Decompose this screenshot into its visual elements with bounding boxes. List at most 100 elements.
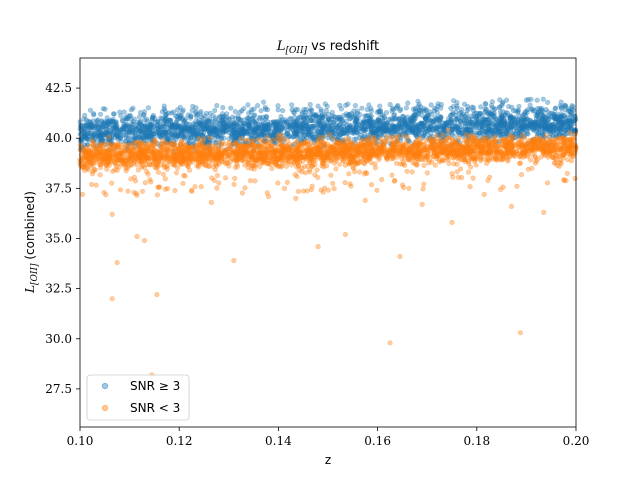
point-snr-high bbox=[496, 128, 502, 134]
point-snr-high bbox=[299, 121, 306, 127]
point-snr-high bbox=[568, 131, 574, 137]
point-snr-high bbox=[107, 127, 113, 133]
point-snr-high bbox=[418, 107, 424, 114]
point-snr-high bbox=[380, 120, 387, 127]
point-snr-low bbox=[238, 136, 244, 142]
point-snr-high bbox=[550, 128, 557, 134]
point-snr-high bbox=[454, 116, 461, 122]
point-snr-high bbox=[115, 136, 121, 142]
point-snr-high bbox=[411, 112, 417, 118]
point-snr-high bbox=[537, 105, 543, 111]
point-snr-high bbox=[159, 140, 165, 147]
point-snr-high bbox=[518, 116, 524, 123]
point-snr-high bbox=[385, 120, 391, 126]
point-snr-high bbox=[484, 127, 490, 133]
point-snr-high bbox=[221, 119, 227, 125]
point-snr-high bbox=[260, 118, 266, 124]
point-snr-high bbox=[509, 116, 515, 123]
point-snr-high bbox=[488, 121, 494, 127]
point-snr-low bbox=[516, 160, 523, 167]
point-snr-high bbox=[390, 129, 396, 135]
point-snr-low bbox=[106, 134, 112, 140]
point-snr-high bbox=[259, 128, 265, 134]
point-snr-high bbox=[96, 132, 102, 139]
point-snr-low bbox=[315, 140, 321, 146]
point-snr-high bbox=[202, 113, 208, 119]
point-snr-high bbox=[316, 135, 322, 141]
point-snr-low bbox=[117, 150, 123, 156]
point-snr-high bbox=[504, 124, 511, 130]
point-snr-high bbox=[370, 124, 376, 130]
point-snr-low bbox=[270, 137, 276, 143]
point-snr-high bbox=[470, 107, 477, 114]
point-snr-high bbox=[478, 122, 485, 128]
point-snr-high bbox=[265, 121, 271, 128]
point-snr-high bbox=[504, 133, 510, 139]
point-snr-high bbox=[363, 113, 369, 119]
point-snr-high bbox=[294, 131, 300, 137]
point-snr-high bbox=[292, 114, 298, 120]
point-snr-high bbox=[529, 106, 536, 112]
point-snr-high bbox=[401, 122, 407, 128]
point-snr-low bbox=[249, 150, 255, 156]
point-snr-high bbox=[163, 115, 169, 121]
point-snr-high bbox=[400, 118, 406, 124]
point-snr-high bbox=[497, 128, 503, 135]
point-snr-high bbox=[195, 129, 201, 136]
point-snr-low bbox=[195, 162, 202, 168]
point-snr-low bbox=[98, 161, 104, 167]
point-snr-high bbox=[260, 99, 267, 105]
point-snr-high bbox=[251, 128, 257, 134]
point-snr-high bbox=[489, 105, 496, 111]
point-snr-low bbox=[446, 160, 452, 167]
point-snr-high bbox=[390, 123, 396, 129]
point-snr-high bbox=[319, 124, 326, 130]
point-snr-high bbox=[206, 143, 213, 149]
point-snr-high bbox=[454, 103, 460, 109]
point-snr-high bbox=[169, 135, 176, 141]
point-snr-high bbox=[146, 124, 152, 130]
point-snr-high bbox=[337, 121, 344, 127]
point-snr-high bbox=[456, 140, 463, 146]
point-snr-high bbox=[558, 118, 565, 125]
point-snr-high bbox=[368, 117, 374, 124]
point-snr-high bbox=[484, 133, 490, 139]
point-snr-high bbox=[336, 116, 342, 123]
point-snr-high bbox=[181, 124, 187, 130]
point-snr-high bbox=[289, 102, 295, 108]
point-snr-high bbox=[346, 124, 352, 130]
point-snr-high bbox=[119, 125, 125, 131]
point-snr-high bbox=[125, 135, 132, 141]
point-snr-high bbox=[134, 135, 140, 142]
point-snr-high bbox=[536, 115, 542, 121]
point-snr-high bbox=[515, 118, 521, 124]
point-snr-high bbox=[145, 105, 151, 111]
point-snr-high bbox=[307, 101, 313, 108]
point-snr-high bbox=[232, 115, 238, 121]
point-snr-high bbox=[242, 128, 248, 134]
point-snr-high bbox=[313, 111, 319, 118]
point-snr-high bbox=[376, 120, 383, 126]
point-snr-high bbox=[165, 136, 171, 143]
point-snr-high bbox=[222, 124, 228, 131]
point-snr-high bbox=[483, 117, 489, 123]
point-snr-high bbox=[223, 124, 229, 130]
point-snr-high bbox=[306, 126, 312, 133]
point-snr-high bbox=[190, 130, 197, 137]
point-snr-high bbox=[388, 127, 394, 133]
point-snr-high bbox=[291, 141, 297, 147]
point-snr-high bbox=[137, 109, 144, 116]
point-snr-high bbox=[513, 128, 520, 134]
point-snr-high bbox=[354, 121, 360, 127]
point-snr-high bbox=[121, 123, 127, 130]
point-snr-high bbox=[325, 131, 331, 138]
point-snr-high bbox=[558, 99, 564, 105]
point-snr-high bbox=[179, 109, 185, 115]
point-snr-high bbox=[320, 124, 326, 131]
point-snr-high bbox=[367, 119, 373, 125]
point-snr-high bbox=[513, 134, 519, 140]
point-snr-high bbox=[188, 134, 194, 140]
point-snr-high bbox=[333, 130, 339, 136]
point-snr-high bbox=[543, 119, 549, 125]
point-snr-high bbox=[550, 133, 556, 139]
